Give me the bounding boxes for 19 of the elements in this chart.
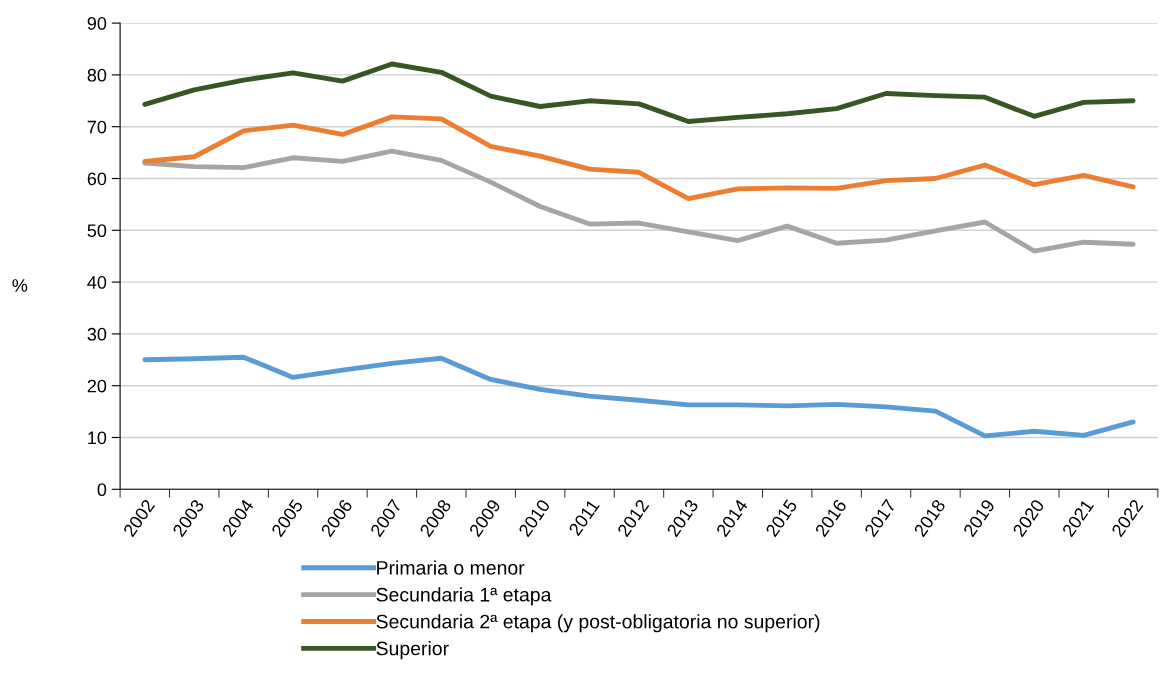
y-tick-label: 10 — [88, 431, 107, 445]
y-tick-label: 60 — [87, 172, 107, 186]
y-tick-label: 30 — [87, 327, 107, 341]
legend-label: Primaria o menor — [377, 560, 525, 575]
line-series — [142, 114, 1136, 202]
legend-label: Superior — [376, 641, 449, 660]
y-tick-label: 40 — [87, 276, 107, 289]
y-tick-label: 80 — [87, 68, 107, 82]
y-tick-label: 90 — [87, 17, 107, 30]
y-tick-label: 70 — [87, 120, 107, 134]
line-series — [142, 148, 1136, 254]
legend-label: Secundaria 1ª etapa — [376, 587, 552, 606]
legend-label: Secundaria 2ª etapa (y post-obligatoria no superior) — [376, 614, 820, 633]
y-tick-label: 0 — [97, 483, 107, 497]
line-series — [142, 61, 1136, 124]
y-axis-title: % — [12, 279, 28, 292]
line-series — [142, 354, 1136, 439]
y-tick-label: 20 — [87, 379, 107, 393]
y-tick-label: 50 — [87, 224, 107, 238]
